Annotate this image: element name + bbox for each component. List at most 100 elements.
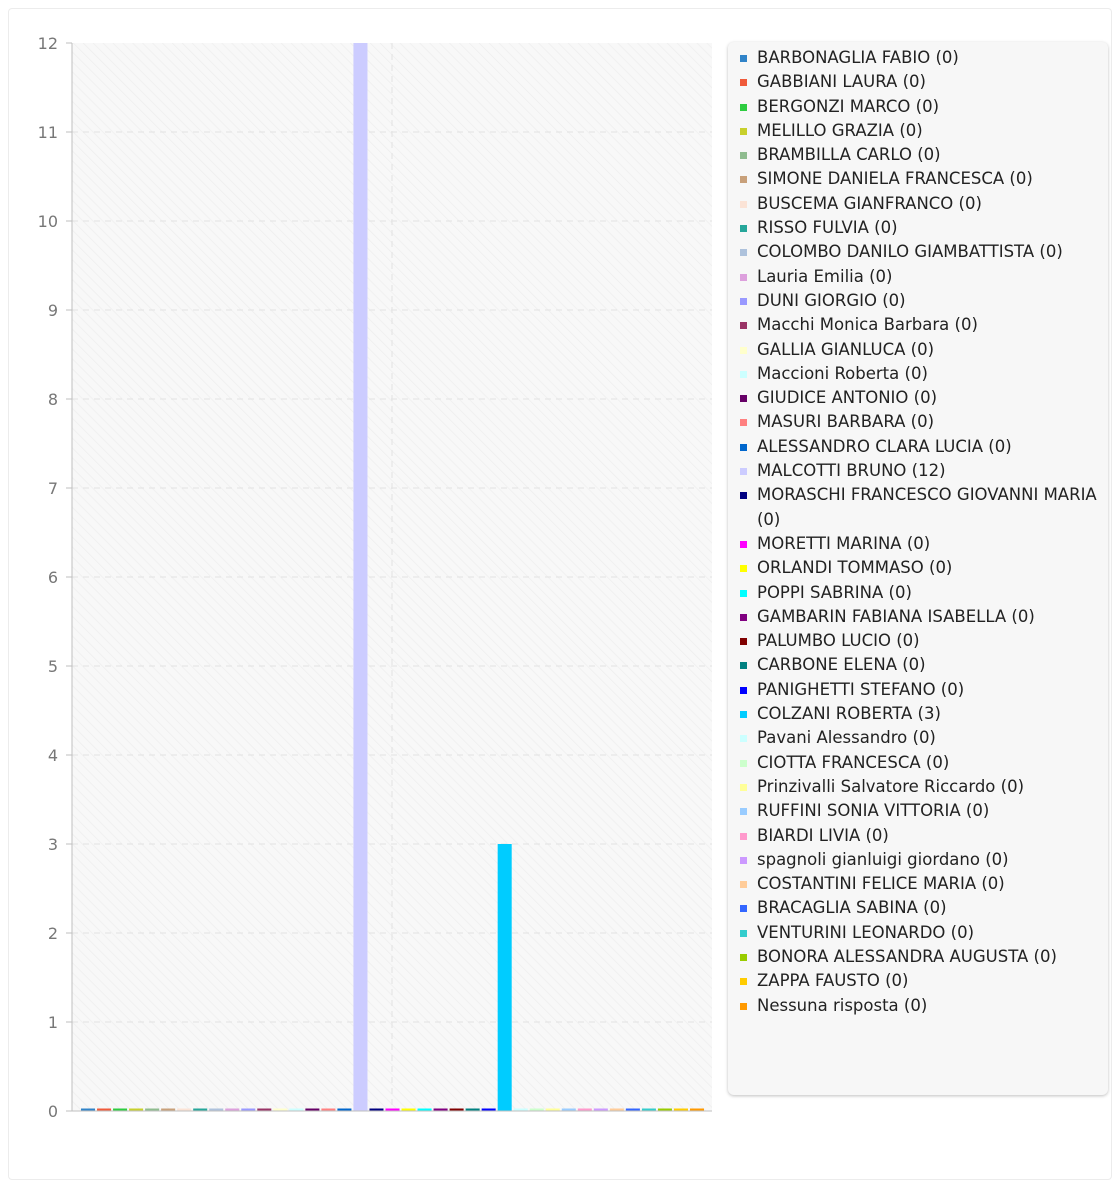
legend-item[interactable]: Prinzivalli Salvatore Riccardo (0) — [738, 775, 1108, 799]
legend-swatch — [740, 808, 747, 816]
legend-item[interactable]: MELILLO GRAZIA (0) — [738, 119, 1108, 143]
legend-item[interactable]: BRAMBILLA CARLO (0) — [738, 143, 1108, 167]
legend-item[interactable]: PANIGHETTI STEFANO (0) — [738, 678, 1108, 702]
legend-item[interactable]: DUNI GIORGIO (0) — [738, 289, 1108, 313]
bar[interactable] — [545, 1108, 560, 1112]
legend-item[interactable]: GALLIA GIANLUCA (0) — [738, 338, 1108, 362]
legend-label: POPPI SABRINA (0) — [757, 582, 912, 602]
bar[interactable] — [225, 1108, 240, 1112]
legend-item[interactable]: BRACAGLIA SABINA (0) — [738, 896, 1108, 920]
legend-label: RUFFINI SONIA VITTORIA (0) — [757, 801, 990, 821]
legend-item[interactable]: MALCOTTI BRUNO (12) — [738, 459, 1108, 483]
legend-swatch — [740, 79, 747, 87]
legend-label: MELILLO GRAZIA (0) — [757, 120, 923, 140]
bar[interactable] — [497, 844, 512, 1111]
bar[interactable] — [241, 1108, 256, 1112]
bar[interactable] — [161, 1108, 176, 1112]
bar[interactable] — [145, 1108, 160, 1112]
bar[interactable] — [321, 1108, 336, 1112]
bar[interactable] — [257, 1108, 272, 1112]
legend-item[interactable]: BIARDI LIVIA (0) — [738, 824, 1108, 848]
bar[interactable] — [353, 43, 368, 1111]
legend-swatch — [740, 468, 747, 476]
bar[interactable] — [577, 1108, 592, 1112]
legend-item[interactable]: GABBIANI LAURA (0) — [738, 70, 1108, 94]
legend-item[interactable]: Macchi Monica Barbara (0) — [738, 313, 1108, 337]
legend-item[interactable]: Lauria Emilia (0) — [738, 265, 1108, 289]
bar[interactable] — [465, 1108, 480, 1112]
legend-item[interactable]: POPPI SABRINA (0) — [738, 581, 1108, 605]
legend-item[interactable]: VENTURINI LEONARDO (0) — [738, 921, 1108, 945]
bar[interactable] — [193, 1108, 208, 1112]
bar[interactable] — [449, 1108, 464, 1112]
legend-item[interactable]: GAMBARIN FABIANA ISABELLA (0) — [738, 605, 1108, 629]
legend-item[interactable]: ORLANDI TOMMASO (0) — [738, 556, 1108, 580]
bar[interactable] — [609, 1108, 624, 1112]
bar[interactable] — [513, 1108, 528, 1112]
bar[interactable] — [81, 1108, 96, 1112]
bar[interactable] — [337, 1108, 352, 1112]
bar[interactable] — [417, 1108, 432, 1112]
legend-item[interactable]: RUFFINI SONIA VITTORIA (0) — [738, 799, 1108, 823]
bar[interactable] — [401, 1108, 416, 1112]
bar[interactable] — [593, 1108, 608, 1112]
bar[interactable] — [673, 1108, 688, 1112]
bar[interactable] — [369, 1108, 384, 1112]
legend-swatch — [740, 492, 747, 500]
legend-label: MALCOTTI BRUNO (12) — [757, 461, 946, 481]
legend-item[interactable]: MORETTI MARINA (0) — [738, 532, 1108, 556]
legend-swatch — [740, 297, 747, 305]
legend-item[interactable]: Maccioni Roberta (0) — [738, 362, 1108, 386]
legend-swatch — [740, 200, 747, 208]
legend-item[interactable]: RISSO FULVIA (0) — [738, 216, 1108, 240]
bar[interactable] — [209, 1108, 224, 1112]
legend-item[interactable]: ZAPPA FAUSTO (0) — [738, 969, 1108, 993]
legend-item[interactable]: PALUMBO LUCIO (0) — [738, 629, 1108, 653]
legend-item[interactable]: BARBONAGLIA FABIO (0) — [738, 46, 1108, 70]
legend-item[interactable]: spagnoli gianluigi giordano (0) — [738, 848, 1108, 872]
bar[interactable] — [305, 1108, 320, 1112]
legend-label: COLZANI ROBERTA (3) — [757, 704, 941, 724]
legend-item[interactable]: GIUDICE ANTONIO (0) — [738, 386, 1108, 410]
legend-item[interactable]: CARBONE ELENA (0) — [738, 653, 1108, 677]
bar[interactable] — [561, 1108, 576, 1112]
legend-label: spagnoli gianluigi giordano (0) — [757, 849, 1009, 869]
y-tick-label: 7 — [48, 479, 58, 498]
bar[interactable] — [641, 1108, 656, 1112]
legend-label: BRAMBILLA CARLO (0) — [757, 145, 941, 165]
legend-item[interactable]: Nessuna risposta (0) — [738, 994, 1108, 1018]
bar[interactable] — [97, 1108, 112, 1112]
legend-item[interactable]: CIOTTA FRANCESCA (0) — [738, 751, 1108, 775]
bar[interactable] — [129, 1108, 144, 1112]
legend-label: GAMBARIN FABIANA ISABELLA (0) — [757, 606, 1035, 626]
legend-swatch — [740, 881, 747, 889]
legend-item[interactable]: MORASCHI FRANCESCO GIOVANNI MARIA (0) — [738, 483, 1108, 532]
bar[interactable] — [657, 1108, 672, 1112]
bar[interactable] — [113, 1108, 128, 1112]
legend-item[interactable]: COLOMBO DANILO GIAMBATTISTA (0) — [738, 240, 1108, 264]
bar[interactable] — [385, 1108, 400, 1112]
legend-item[interactable]: BUSCEMA GIANFRANCO (0) — [738, 192, 1108, 216]
legend-item[interactable]: BONORA ALESSANDRA AUGUSTA (0) — [738, 945, 1108, 969]
bar[interactable] — [433, 1108, 448, 1112]
legend-item[interactable]: COLZANI ROBERTA (3) — [738, 702, 1108, 726]
legend-item[interactable]: SIMONE DANIELA FRANCESCA (0) — [738, 167, 1108, 191]
legend-item[interactable]: BERGONZI MARCO (0) — [738, 95, 1108, 119]
legend-swatch — [740, 953, 747, 961]
bar[interactable] — [177, 1108, 192, 1112]
bar[interactable] — [289, 1108, 304, 1112]
legend-item[interactable]: MASURI BARBARA (0) — [738, 410, 1108, 434]
bar[interactable] — [273, 1108, 288, 1112]
bar[interactable] — [529, 1108, 544, 1112]
legend-item[interactable]: COSTANTINI FELICE MARIA (0) — [738, 872, 1108, 896]
legend-swatch — [740, 127, 747, 135]
legend-label: BONORA ALESSANDRA AUGUSTA (0) — [757, 946, 1057, 966]
y-tick-label: 5 — [48, 657, 58, 676]
legend-item[interactable]: ALESSANDRO CLARA LUCIA (0) — [738, 435, 1108, 459]
legend-item[interactable]: Pavani Alessandro (0) — [738, 726, 1108, 750]
legend-label: COSTANTINI FELICE MARIA (0) — [757, 874, 1005, 894]
legend-swatch — [740, 735, 747, 743]
bar[interactable] — [625, 1108, 640, 1112]
bar[interactable] — [689, 1108, 704, 1112]
bar[interactable] — [481, 1108, 496, 1112]
